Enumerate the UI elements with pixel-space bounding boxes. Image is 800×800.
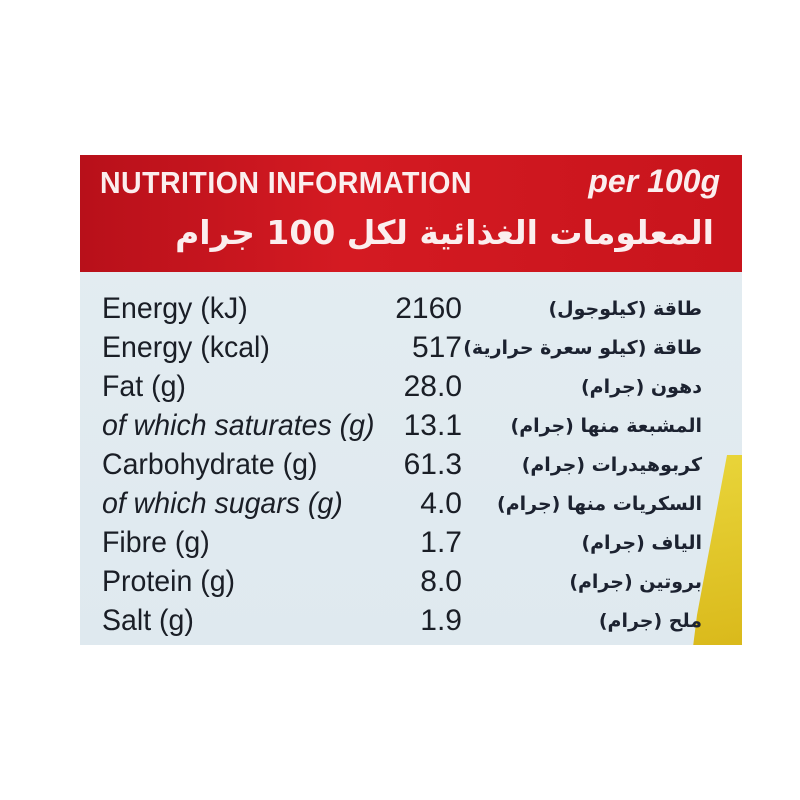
nutrient-value: 2160 bbox=[395, 292, 462, 325]
table-row: of which saturates (g) 13.1 المشبعة منها… bbox=[80, 409, 742, 447]
nutrient-value: 8.0 bbox=[420, 565, 462, 598]
nutrient-label: Carbohydrate (g) bbox=[102, 448, 318, 481]
nutrient-value: 4.0 bbox=[420, 487, 462, 520]
nutrient-label: of which saturates (g) bbox=[102, 409, 375, 442]
nutrient-label-arabic: المشبعة منها (جرام) bbox=[510, 415, 702, 437]
table-row: Energy (kcal) 517 طاقة (كيلو سعرة حرارية… bbox=[80, 331, 742, 369]
nutrient-label-arabic: طاقة (كيلوجول) bbox=[548, 298, 702, 320]
nutrient-value: 517 bbox=[411, 331, 462, 364]
nutrient-label: Protein (g) bbox=[102, 565, 236, 598]
arabic-title: المعلومات الغذائية لكل 100 جرام bbox=[175, 213, 714, 252]
nutrient-label-arabic: بروتين (جرام) bbox=[569, 571, 702, 593]
nutrient-value: 1.9 bbox=[420, 604, 462, 637]
nutrient-label-arabic: الياف (جرام) bbox=[581, 532, 702, 554]
nutrient-label-arabic: دهون (جرام) bbox=[581, 376, 702, 398]
nutrient-label: of which sugars (g) bbox=[102, 487, 343, 520]
nutrient-label-arabic: ملح (جرام) bbox=[598, 610, 702, 632]
header-band: NUTRITION INFORMATION per 100g المعلومات… bbox=[80, 155, 742, 272]
nutrient-label-arabic: السكريات منها (جرام) bbox=[497, 493, 702, 515]
nutrient-value: 61.3 bbox=[403, 448, 462, 481]
nutrient-label-arabic: كربوهيدرات (جرام) bbox=[521, 454, 702, 476]
table-row: Energy (kJ) 2160 طاقة (كيلوجول) bbox=[80, 292, 742, 330]
table-row: Fat (g) 28.0 دهون (جرام) bbox=[80, 370, 742, 408]
nutrition-label: NUTRITION INFORMATION per 100g المعلومات… bbox=[80, 155, 742, 645]
label-title: NUTRITION INFORMATION bbox=[100, 165, 472, 200]
nutrient-label: Energy (kcal) bbox=[102, 331, 270, 364]
table-row: Carbohydrate (g) 61.3 كربوهيدرات (جرام) bbox=[80, 448, 742, 486]
table-row: Protein (g) 8.0 بروتين (جرام) bbox=[80, 565, 742, 603]
nutrient-label: Energy (kJ) bbox=[102, 292, 248, 325]
per-serving: per 100g bbox=[588, 163, 720, 199]
nutrient-label: Fat (g) bbox=[102, 370, 186, 403]
nutrient-label: Salt (g) bbox=[102, 604, 194, 637]
table-row: of which sugars (g) 4.0 السكريات منها (ج… bbox=[80, 487, 742, 525]
nutrient-value: 13.1 bbox=[403, 409, 462, 442]
nutrient-label-arabic: طاقة (كيلو سعرة حرارية) bbox=[463, 337, 702, 359]
nutrient-label: Fibre (g) bbox=[102, 526, 210, 559]
nutrient-value: 28.0 bbox=[403, 370, 462, 403]
table-row: Salt (g) 1.9 ملح (جرام) bbox=[80, 604, 742, 642]
nutrient-value: 1.7 bbox=[420, 526, 462, 559]
table-row: Fibre (g) 1.7 الياف (جرام) bbox=[80, 526, 742, 564]
